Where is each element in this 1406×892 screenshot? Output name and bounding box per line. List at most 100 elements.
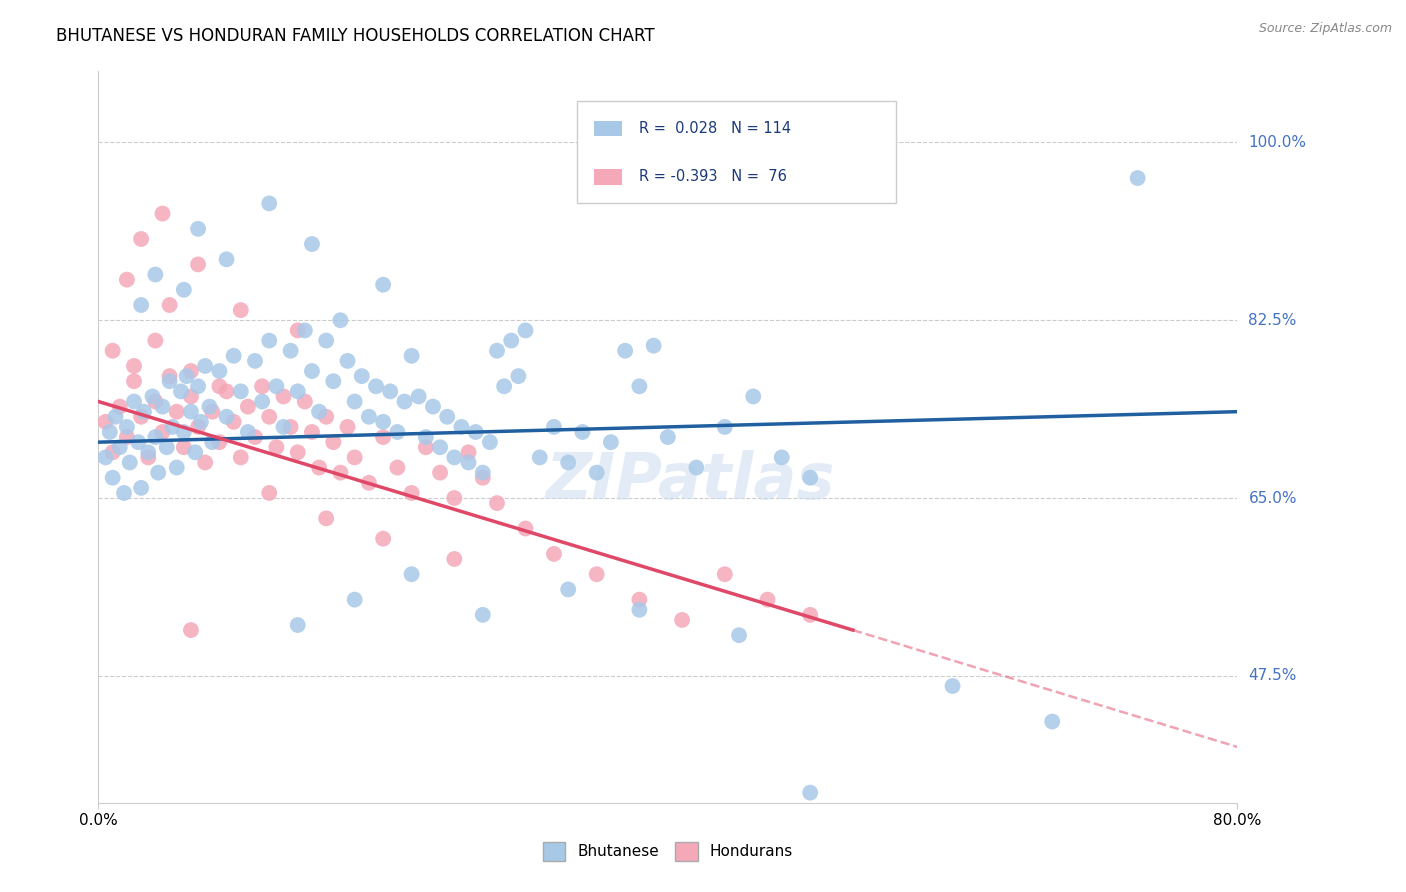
Point bbox=[287, 323, 309, 337]
Point bbox=[129, 481, 152, 495]
Text: Source: ZipAtlas.com: Source: ZipAtlas.com bbox=[1258, 22, 1392, 36]
Point bbox=[112, 486, 135, 500]
Point bbox=[515, 323, 537, 337]
Point bbox=[184, 445, 207, 459]
Point bbox=[1040, 714, 1063, 729]
Point bbox=[129, 298, 152, 312]
Point bbox=[129, 409, 152, 424]
Point bbox=[371, 277, 394, 292]
Point bbox=[266, 379, 288, 393]
Point bbox=[387, 425, 409, 439]
Point bbox=[198, 400, 221, 414]
Point bbox=[770, 450, 793, 465]
Point bbox=[222, 415, 245, 429]
Point bbox=[187, 257, 209, 271]
Point bbox=[571, 425, 593, 439]
Text: R =  0.028   N = 114: R = 0.028 N = 114 bbox=[640, 121, 792, 136]
Point bbox=[159, 369, 181, 384]
Point bbox=[141, 389, 163, 403]
Point bbox=[287, 618, 309, 632]
Point bbox=[350, 369, 373, 384]
Text: 47.5%: 47.5% bbox=[1249, 668, 1296, 683]
Point bbox=[122, 374, 145, 388]
Legend: Bhutanese, Hondurans: Bhutanese, Hondurans bbox=[534, 834, 801, 868]
Point bbox=[215, 384, 238, 399]
Point bbox=[236, 400, 259, 414]
Point bbox=[115, 430, 138, 444]
Point bbox=[387, 460, 409, 475]
Point bbox=[222, 349, 245, 363]
Point bbox=[122, 394, 145, 409]
Point bbox=[457, 445, 479, 459]
Point bbox=[436, 409, 458, 424]
Point bbox=[187, 222, 209, 236]
Point bbox=[799, 786, 821, 800]
Point bbox=[159, 374, 181, 388]
Point bbox=[273, 389, 295, 403]
Point bbox=[415, 430, 437, 444]
Point bbox=[714, 567, 737, 582]
Point bbox=[259, 196, 281, 211]
Point bbox=[273, 420, 295, 434]
Point bbox=[190, 415, 212, 429]
Point bbox=[315, 409, 337, 424]
Point bbox=[148, 466, 170, 480]
Text: 65.0%: 65.0% bbox=[1249, 491, 1296, 506]
Point bbox=[364, 379, 387, 393]
Point bbox=[429, 440, 451, 454]
Point bbox=[628, 603, 651, 617]
Point bbox=[108, 400, 131, 414]
Point bbox=[287, 445, 309, 459]
Point bbox=[557, 455, 579, 469]
Point bbox=[301, 425, 323, 439]
Point bbox=[415, 440, 437, 454]
Point bbox=[173, 440, 195, 454]
Point bbox=[343, 394, 366, 409]
Point bbox=[115, 420, 138, 434]
Point bbox=[585, 567, 607, 582]
Point bbox=[176, 369, 198, 384]
Point bbox=[628, 592, 651, 607]
Point bbox=[471, 607, 494, 622]
Point bbox=[799, 471, 821, 485]
Point bbox=[94, 415, 117, 429]
Point bbox=[280, 420, 302, 434]
FancyBboxPatch shape bbox=[593, 121, 623, 136]
Point bbox=[280, 343, 302, 358]
Point bbox=[401, 349, 423, 363]
FancyBboxPatch shape bbox=[576, 101, 896, 203]
Text: BHUTANESE VS HONDURAN FAMILY HOUSEHOLDS CORRELATION CHART: BHUTANESE VS HONDURAN FAMILY HOUSEHOLDS … bbox=[56, 27, 655, 45]
Point bbox=[643, 339, 665, 353]
Point bbox=[259, 409, 281, 424]
Point bbox=[422, 400, 444, 414]
Text: ZIPatlas: ZIPatlas bbox=[546, 450, 835, 512]
Point bbox=[628, 379, 651, 393]
Point bbox=[728, 628, 751, 642]
Point bbox=[104, 409, 127, 424]
Point bbox=[557, 582, 579, 597]
Point bbox=[243, 430, 266, 444]
Point bbox=[266, 440, 288, 454]
Point bbox=[287, 384, 309, 399]
Point bbox=[543, 547, 565, 561]
Point bbox=[180, 389, 202, 403]
Point bbox=[166, 405, 188, 419]
Point bbox=[194, 455, 217, 469]
Text: R = -0.393   N =  76: R = -0.393 N = 76 bbox=[640, 169, 787, 185]
Point bbox=[315, 511, 337, 525]
Point bbox=[742, 389, 765, 403]
Point bbox=[132, 405, 155, 419]
Point bbox=[401, 486, 423, 500]
Point bbox=[308, 460, 330, 475]
Point bbox=[486, 343, 509, 358]
Point bbox=[494, 379, 516, 393]
Point bbox=[173, 425, 195, 439]
Point bbox=[294, 394, 316, 409]
Point bbox=[136, 445, 159, 459]
Point bbox=[118, 455, 141, 469]
Point bbox=[471, 471, 494, 485]
Point bbox=[173, 283, 195, 297]
Point bbox=[401, 567, 423, 582]
Point bbox=[408, 389, 430, 403]
Point bbox=[322, 435, 344, 450]
